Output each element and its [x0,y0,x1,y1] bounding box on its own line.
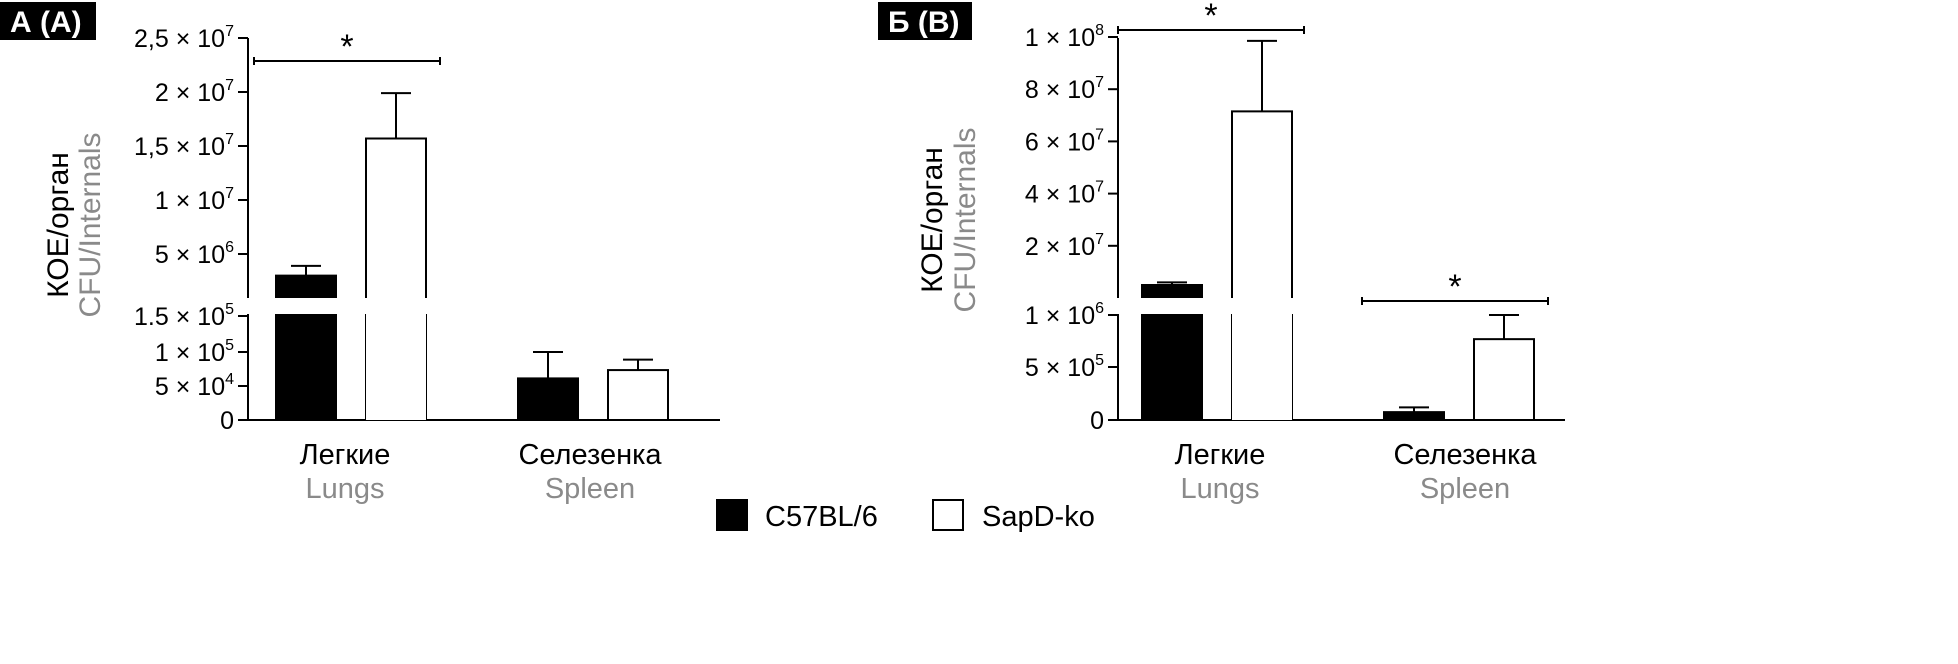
panel-b-cat-lungs-ru: Легкие [1175,439,1266,471]
panel-a-cat-lungs-ru: Легкие [300,439,391,471]
panel-a-bar-c57bl6-lungs-fill [276,275,336,298]
panel-a-significance-star: * [340,28,353,66]
panel-a-ytick-label-lower: 5 × 104 [155,371,234,401]
panel-a-ytick-label-upper: 1,5 × 107 [134,131,234,161]
panel-b-ylabel: КОЕ/орган CFU/Internals [916,127,982,312]
panel-b-significance-star: * [1448,268,1461,306]
panel-a-bar-c57bl6-spleen [517,377,579,421]
panel-b-cat-lungs-en: Lungs [1180,473,1259,505]
panel-b-plot: 2 × 107 4 × 107 6 × 107 8 × 107 1 × 108 0 5 × … [1025,0,1565,435]
legend-swatch-c57bl6 [716,499,748,531]
panel-b-bar-sapd-ko-spleen [1473,338,1535,421]
panel-a-significance-bracket [253,57,441,65]
panel-b-ytick-label-lower: 1 × 106 [1025,300,1104,330]
panel-a-ytick-label-upper: 2 × 107 [155,77,234,107]
panel-a-ylabel-ru: КОЕ/орган [42,152,75,298]
panel-a-ylabel-en: CFU/Internals [74,132,107,317]
panel-a-ytick-label-upper: 2,5 × 107 [134,23,234,53]
panel-b-bar-c57bl6-spleen [1383,411,1445,421]
panel-b-cat-spleen-en: Spleen [1420,473,1510,505]
panel-b-significance-star: * [1204,0,1217,35]
panel-a-bar-sapd-ko-lungs-lower [366,314,426,420]
panel-a-cat-lungs-en: Lungs [305,473,384,505]
panel-a-cat-spleen-ru: Селезенка [518,439,662,471]
panel-b-ytick-label-upper: 1 × 108 [1025,22,1104,52]
panel-b-label: Б (B) [888,6,960,39]
panel-b-bar-c57bl6-lungs-lower [1142,314,1202,420]
panel-b-ytick-label-upper: 6 × 107 [1025,126,1104,156]
panel-b-significance-bracket [1117,26,1305,34]
panel-b-badge: Б (B) [878,2,972,40]
panel-b-cat-spleen-ru: Селезенка [1393,439,1537,471]
panel-a-ytick-label-lower: 1.5 × 105 [134,301,234,331]
legend: C57BL/6 SapD-ko [716,499,1095,533]
panel-a-ylabel: КОЕ/орган CFU/Internals [42,132,107,317]
panel-a-ytick-label-lower: 0 [220,407,234,435]
panel-b-significance-bracket [1361,297,1549,305]
panel-a-ytick-label-upper: 5 × 106 [155,239,234,269]
panel-b-ylabel-en: CFU/Internals [949,127,982,312]
panel-a-bar-sapd-ko-lungs [365,137,427,298]
panel-a-label: А (А) [10,6,82,39]
legend-label-c57bl6: C57BL/6 [765,501,878,533]
panel-b-ylabel-ru: КОЕ/орган [916,147,949,293]
panel-b-ytick-label-lower: 5 × 105 [1025,352,1104,382]
panel-a-plot: 5 × 106 1 × 107 1,5 × 107 2 × 107 2,5 × 107 0… [134,23,720,435]
legend-swatch-sapd-ko [932,499,964,531]
panel-a-x-labels: Легкие Lungs Селезенка Spleen [300,439,663,505]
panel-b-bar-c57bl6-lungs-fill [1142,284,1202,298]
panel-b-ytick-label-upper: 2 × 107 [1025,231,1104,261]
panel-b-bar-sapd-ko-lungs [1231,110,1293,298]
panel-a-bar-c57bl6-lungs-lower [276,314,336,420]
panel-b-ytick-label-upper: 4 × 107 [1025,179,1104,209]
panel-a-badge: А (А) [0,2,96,40]
panel-a-ytick-label-lower: 1 × 105 [155,337,234,367]
panel-b-x-labels: Легкие Lungs Селезенка Spleen [1175,439,1538,505]
panel-a-cat-spleen-en: Spleen [545,473,635,505]
panel-b-ytick-label-lower: 0 [1090,407,1104,435]
panel-b-ytick-label-upper: 8 × 107 [1025,74,1104,104]
legend-label-sapd-ko: SapD-ko [982,501,1095,533]
panel-b-bar-sapd-ko-lungs-lower [1232,314,1292,420]
panel-a-bar-sapd-ko-spleen [607,369,669,421]
panel-a-ytick-label-upper: 1 × 107 [155,185,234,215]
